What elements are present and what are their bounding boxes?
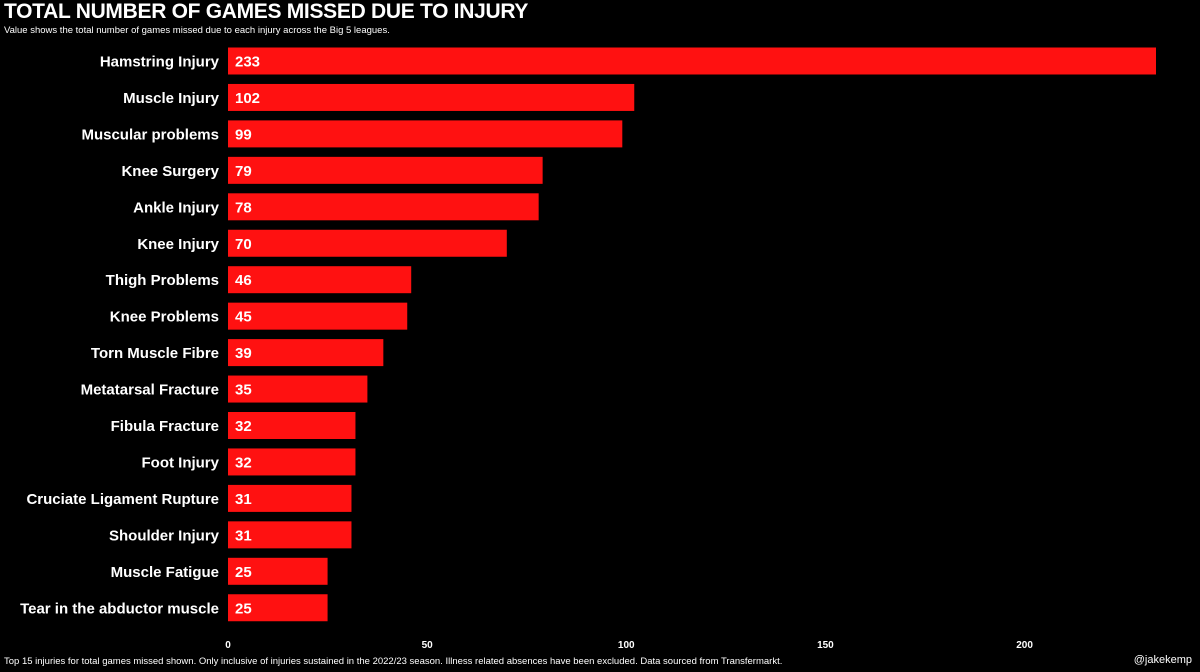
value-labels: 233 102 99 79 78 70 46 45 39 35 32 32 31 31 25 25	[235, 54, 260, 618]
value-label-metatarsal-fracture: 35	[235, 382, 252, 399]
category-label-knee-injury: Knee Injury	[137, 236, 219, 253]
value-label-thigh-problems: 46	[235, 272, 252, 289]
value-label-shoulder-injury: 31	[235, 527, 252, 544]
category-label-thigh-problems: Thigh Problems	[106, 272, 219, 289]
value-label-torn-muscle-fibre: 39	[235, 345, 252, 362]
bar-fibula-fracture	[228, 412, 356, 439]
value-label-tear-in-the-abductor-muscle: 25	[235, 600, 252, 617]
bar-torn-muscle-fibre	[228, 339, 384, 367]
category-label-tear-in-the-abductor-muscle: Tear in the abductor muscle	[20, 600, 219, 617]
bar-metatarsal-fracture	[228, 375, 368, 403]
value-label-ankle-injury: 78	[235, 199, 252, 216]
bar-ankle-injury	[228, 193, 539, 221]
author-credit: @jakekemp	[1133, 654, 1192, 666]
category-label-knee-problems: Knee Problems	[110, 309, 219, 326]
x-axis-ticks: 0 50 100 150 200	[225, 640, 1033, 651]
footer-note: Top 15 injuries for total games missed s…	[4, 656, 783, 667]
chart-subtitle: Value shows the total number of games mi…	[4, 25, 390, 36]
value-label-fibula-fracture: 32	[235, 418, 252, 435]
bar-knee-problems	[228, 302, 408, 330]
value-label-muscle-injury: 102	[235, 90, 260, 107]
category-label-knee-surgery: Knee Surgery	[121, 163, 219, 180]
value-label-knee-injury: 70	[235, 236, 252, 253]
bar-knee-surgery	[228, 156, 543, 184]
bar-thigh-problems	[228, 266, 412, 294]
category-label-cruciate-ligament-rupture: Cruciate Ligament Rupture	[26, 491, 219, 508]
bar-knee-injury	[228, 229, 507, 257]
category-label-fibula-fracture: Fibula Fracture	[111, 418, 219, 435]
category-label-muscular-problems: Muscular problems	[81, 126, 219, 143]
value-label-cruciate-ligament-rupture: 31	[235, 491, 252, 508]
bar-muscle-injury	[228, 83, 635, 111]
bar-muscular-problems	[228, 120, 623, 148]
category-label-foot-injury: Foot Injury	[142, 454, 220, 471]
bar-cruciate-ligament-rupture	[228, 484, 352, 512]
value-label-muscle-fatigue: 25	[235, 564, 252, 581]
category-label-ankle-injury: Ankle Injury	[133, 199, 220, 216]
chart-title: TOTAL NUMBER OF GAMES MISSED DUE TO INJU…	[4, 0, 529, 23]
value-label-muscular-problems: 99	[235, 126, 252, 143]
bar-tear-in-the-abductor-muscle	[228, 594, 328, 622]
x-tick-label: 0	[225, 640, 231, 651]
x-tick-label: 100	[618, 640, 635, 651]
category-label-muscle-injury: Muscle Injury	[123, 90, 220, 107]
category-label-metatarsal-fracture: Metatarsal Fracture	[81, 382, 219, 399]
category-label-muscle-fatigue: Muscle Fatigue	[111, 564, 219, 581]
category-labels: Hamstring Injury Muscle Injury Muscular pr…	[20, 54, 220, 618]
x-tick-label: 150	[817, 640, 834, 651]
value-label-knee-surgery: 79	[235, 163, 252, 180]
bars-layer	[228, 47, 1156, 622]
x-tick-label: 50	[422, 640, 434, 651]
category-label-torn-muscle-fibre: Torn Muscle Fibre	[91, 345, 219, 362]
value-label-foot-injury: 32	[235, 454, 252, 471]
bar-hamstring-injury	[228, 47, 1156, 75]
x-tick-label: 200	[1016, 640, 1033, 651]
bar-muscle-fatigue	[228, 557, 328, 585]
bar-shoulder-injury	[228, 521, 352, 549]
value-label-hamstring-injury: 233	[235, 54, 260, 71]
category-label-hamstring-injury: Hamstring Injury	[100, 54, 220, 71]
bar-foot-injury	[228, 448, 356, 476]
category-label-shoulder-injury: Shoulder Injury	[109, 527, 220, 544]
value-label-knee-problems: 45	[235, 309, 252, 326]
